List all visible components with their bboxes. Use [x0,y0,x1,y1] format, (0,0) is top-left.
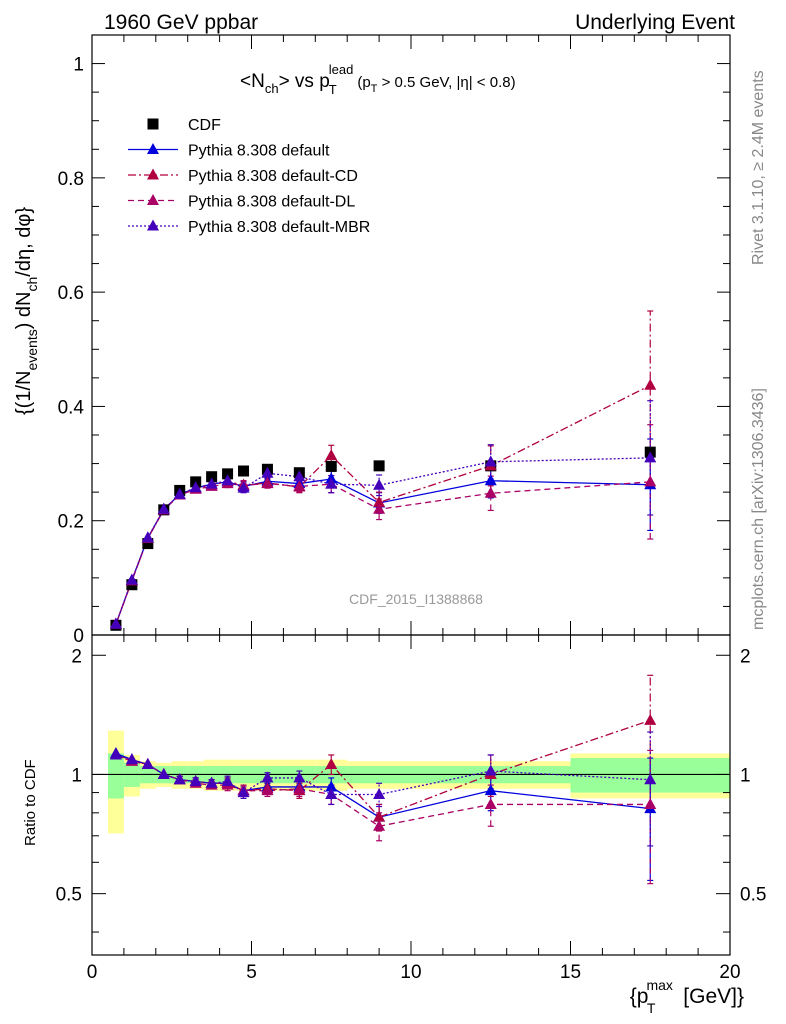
ratio-point [644,797,657,809]
mc-point [644,451,657,463]
mc-point [141,531,154,543]
mc-point [484,455,497,467]
mc-point [109,617,122,629]
ratio-point [157,767,170,779]
main-title: <Nch> vs pTlead(pT > 0.5 GeV, |η| < 0.8) [240,62,516,97]
ratio-point [644,713,657,725]
ratio-point [293,782,306,794]
mc-point [221,474,234,486]
mc-point [325,449,338,461]
mc-point [157,502,170,514]
ratio-point [373,810,386,822]
mc-point [261,466,274,478]
mcplots-label: mcplots.cern.ch [arXiv:1306.3436] [750,388,767,630]
x-tick-label: 10 [400,962,421,983]
legend-label: Pythia 8.308 default-DL [188,194,355,211]
x-tick-label: 5 [246,962,257,983]
x-tick-label: 15 [560,962,581,983]
ratio-point [484,784,497,796]
y-tick-label: 0 [73,626,84,647]
data-point [238,465,250,477]
ratio-point [373,787,386,799]
band-inner [107,753,124,799]
ratio-y-tick-label-right: 0.5 [740,885,766,906]
mc-point [484,474,497,486]
legend-marker [147,168,159,180]
legend-label: Pythia 8.308 default-CD [188,168,358,185]
ratio-panel: 0.5 0.51 12 20 5 10 15 20 [56,634,766,983]
header-right: Underlying Event [575,11,735,34]
mc-point [205,477,218,489]
analysis-id: CDF_2015_I1388868 [349,591,483,607]
main-ylabel: {(1/Nevents) dNch/dη, dφ} [13,207,40,415]
mc-point [644,378,657,390]
rivet-label: Rivet 3.1.10, ≥ 2.4M events [750,70,767,265]
mc-point [173,487,186,499]
data-point [206,471,218,483]
ratio-point [325,787,338,799]
data-point [222,468,234,480]
ratio-point [373,819,386,831]
ratio-y-tick-label-right: 2 [740,646,751,667]
ratio-point [484,797,497,809]
legend-marker [147,219,159,231]
ratio-point [221,774,234,786]
header-left: 1960 GeV ppbar [104,11,258,34]
ratio-point [325,780,338,792]
mc-point [293,479,306,491]
ratio-point [261,771,274,783]
ratio-ylabel: Ratio to CDF [22,759,39,846]
ratio-point [205,776,218,788]
x-tick-label: 20 [719,962,740,983]
mc-point [293,470,306,482]
ratio-y-tick-label-right: 1 [740,765,751,786]
y-tick-label: 1 [73,55,84,76]
main-panel: 0 0.2 0.4 0.6 0.8 1 [58,34,731,647]
y-tick-label: 0.6 [58,283,84,304]
y-tick-label: 0.8 [58,169,84,190]
mc-point [261,477,274,489]
mc-point [189,481,202,493]
legend-marker [147,143,159,154]
legend-label: Pythia 8.308 default [188,143,330,160]
ratio-point [173,773,186,785]
ratio-point [293,771,306,783]
legend-marker [147,194,159,205]
ratio-y-tick-label: 0.5 [56,885,82,906]
ratio-point [125,753,138,765]
data-point [325,460,337,472]
mc-point [237,481,250,493]
ratio-point [644,773,657,785]
ratio-point [237,786,250,798]
data-point [373,460,385,472]
legend-marker [147,118,159,130]
ratio-line [115,754,651,827]
y-tick-label: 0.2 [58,512,84,533]
ratio-point [141,757,154,769]
ratio-y-tick-label: 1 [71,765,82,786]
y-tick-label: 0.4 [58,397,85,418]
x-tick-label: 0 [87,962,98,983]
ratio-point [189,774,202,786]
ratio-y-tick-label: 2 [71,646,82,667]
data-point [142,538,154,550]
mc-point [325,477,338,489]
ratio-point [484,764,497,776]
legend-label: CDF [188,117,221,134]
mc-point [125,573,138,585]
mc-point [373,502,386,514]
ratio-point [109,748,122,760]
ratio-point [325,757,338,769]
x-axis-label: {pmax T [GeV]} [630,977,744,1016]
mc-point [373,495,386,507]
mc-point [644,475,657,487]
mc-point [484,486,497,498]
legend-label: Pythia 8.308 default-MBR [188,219,370,236]
mc-point [373,478,386,490]
ratio-point [261,784,274,796]
legend: CDF Pythia 8.308 default Pythia 8.308 defa… [128,117,370,236]
